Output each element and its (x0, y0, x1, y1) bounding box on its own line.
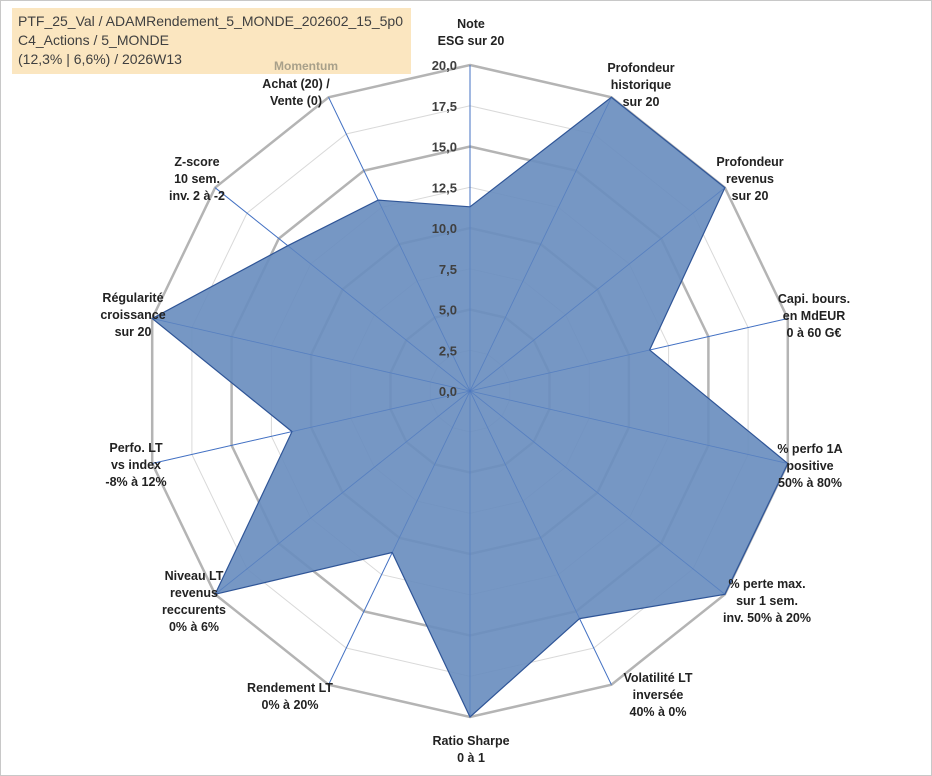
tick-label: 2,5 (439, 343, 457, 358)
grid-spoke-overlay (469, 390, 612, 685)
grid-spoke-overlay (469, 187, 726, 392)
axis-label-line: 10 sem. (174, 172, 220, 186)
axis-label-line: Perfo. LT (109, 441, 163, 455)
axis-label-line: Achat (20) / (262, 77, 330, 91)
axis-label-line: Profondeur (716, 155, 783, 169)
tick-labels: 0,0 2,5 5,0 7,5 10,0 12,5 15,0 17,5 20,0 (432, 58, 457, 399)
axis-label: Profondeur revenus sur 20 (716, 155, 783, 203)
axis-label: % perfo 1A positive 50% à 80% (777, 442, 842, 490)
axis-label: Régularité croissance sur 20 (100, 291, 165, 339)
grid-spoke-overlay (328, 390, 471, 685)
axis-label: Note ESG sur 20 (438, 17, 505, 48)
axis-label-momentum-title: Momentum (274, 59, 338, 73)
axis-label-line: sur 20 (115, 325, 152, 339)
axis-label-line: 0 à 1 (457, 751, 485, 765)
axis-label-line: Rendement LT (247, 681, 333, 695)
grid-spoke-overlay (469, 97, 612, 392)
axis-label-line: revenus (726, 172, 774, 186)
axis-label-line: 40% à 0% (630, 705, 687, 719)
portfolio-title: PTF_25_Val / ADAMRendement_5_MONDE_20260… (18, 13, 403, 29)
grid-spoke-overlay (328, 97, 471, 392)
grid-spoke-overlay (469, 390, 726, 595)
axis-label-line: vs index (111, 458, 161, 472)
axis-label-line: inv. 2 à -2 (169, 189, 225, 203)
axis-label-line: Ratio Sharpe (432, 734, 509, 748)
axis-label-line: reccurents (162, 603, 226, 617)
axis-label-line: en MdEUR (783, 309, 846, 323)
axis-label-line: 0 à 60 G€ (787, 326, 842, 340)
axis-label-line: Vente (0) (270, 94, 322, 108)
axis-label-line: 0% à 20% (262, 698, 319, 712)
grid-spoke-overlay (152, 318, 471, 392)
axis-label-line: Régularité (102, 291, 163, 305)
grid-spoke-overlay (469, 318, 788, 392)
axis-label: % perte max. sur 1 sem. inv. 50% à 20% (723, 577, 811, 625)
info-box: PTF_25_Val / ADAMRendement_5_MONDE_20260… (12, 8, 411, 74)
tick-label: 20,0 (432, 58, 457, 73)
axis-label: Z-score 10 sem. inv. 2 à -2 (169, 155, 225, 203)
portfolio-category: C4_Actions / 5_MONDE (18, 32, 169, 48)
portfolio-stats: (12,3% | 6,6%) / 2026W13 (18, 51, 182, 67)
grid-spoke-overlay (469, 390, 788, 464)
axis-label-line: revenus (170, 586, 218, 600)
axis-label-line: Note (457, 17, 485, 31)
axis-label-line: Profondeur (607, 61, 674, 75)
axis-label: Profondeur historique sur 20 (607, 61, 674, 109)
grid-spoke-overlay (152, 390, 471, 464)
axis-label-line: 50% à 80% (778, 476, 842, 490)
axis-label-line: 0% à 6% (169, 620, 219, 634)
axis-label-line: inv. 50% à 20% (723, 611, 811, 625)
tick-label: 7,5 (439, 262, 457, 277)
axis-label-line: % perfo 1A (777, 442, 842, 456)
axis-label: Achat (20) / Vente (0) (262, 77, 330, 108)
category-labels: Note ESG sur 20 Profondeur historique sur 20… (100, 17, 850, 765)
axis-label-line: Z-score (174, 155, 219, 169)
axis-label: Ratio Sharpe 0 à 1 (432, 734, 509, 765)
tick-label: 0,0 (439, 384, 457, 399)
grid-spoke-overlay (214, 187, 471, 392)
tick-label: 12,5 (432, 180, 457, 195)
axis-label-line: historique (611, 78, 671, 92)
tick-label: 17,5 (432, 99, 457, 114)
axis-label-line: Capi. bours. (778, 292, 850, 306)
axis-label-line: croissance (100, 308, 165, 322)
axis-label: Volatilité LT inversée 40% à 0% (624, 671, 693, 719)
axis-label-line: % perte max. (728, 577, 805, 591)
axis-label-line: Volatilité LT (624, 671, 693, 685)
axis-label: Capi. bours. en MdEUR 0 à 60 G€ (778, 292, 850, 340)
axis-label-line: sur 20 (623, 95, 660, 109)
axis-label: Niveau LT revenus reccurents 0% à 6% (162, 569, 226, 634)
series-area (151, 65, 789, 718)
axis-label-line: ESG sur 20 (438, 34, 505, 48)
tick-label: 10,0 (432, 221, 457, 236)
axis-label-line: -8% à 12% (105, 475, 166, 489)
axis-label-line: sur 20 (732, 189, 769, 203)
axis-label-line: inversée (633, 688, 684, 702)
grid-spoke-overlay (214, 390, 471, 595)
axis-label: Perfo. LT vs index -8% à 12% (105, 441, 166, 489)
tick-label: 15,0 (432, 140, 457, 155)
axis-label: Rendement LT 0% à 20% (247, 681, 333, 712)
tick-label: 5,0 (439, 303, 457, 318)
axis-label-line: sur 1 sem. (736, 594, 798, 608)
axis-label-line: positive (786, 459, 833, 473)
axis-label-line: Niveau LT (165, 569, 224, 583)
